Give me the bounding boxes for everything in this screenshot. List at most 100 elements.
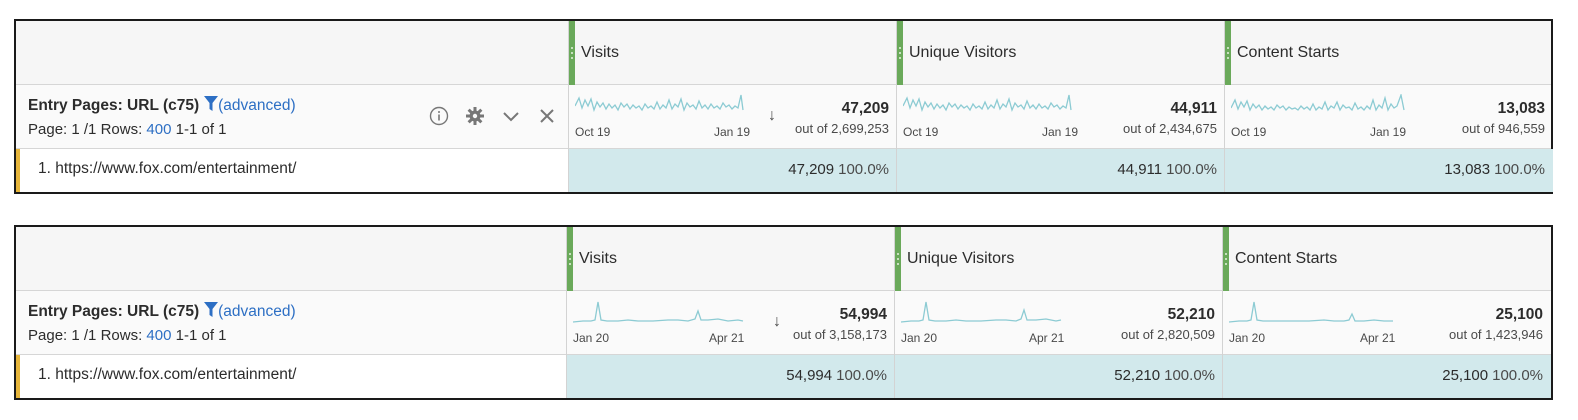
row-label[interactable]: 1. https://www.fox.com/entertainment/ <box>38 366 297 383</box>
metric-total: 44,911 <box>1170 100 1217 117</box>
row-selection-accent <box>16 355 20 398</box>
row-cell-unique-visitors[interactable]: 52,210 100.0% <box>895 355 1223 398</box>
rows-per-page-select[interactable]: 400 <box>146 327 172 344</box>
metric-header-visits[interactable]: Visits <box>569 21 897 85</box>
rows-per-page-select[interactable]: 400 <box>146 121 172 138</box>
sparkline-unique-visitors <box>903 94 1072 113</box>
cell-percent: 100.0% <box>1164 367 1215 384</box>
cell-number: 13,083 <box>1444 161 1491 178</box>
pagination-info: Page: 1 /1 Rows: 400 1-1 of 1 <box>28 121 227 138</box>
cell-percent: 100.0% <box>836 367 887 384</box>
metric-total-out-of: out of 2,820,509 <box>1121 327 1215 342</box>
dimension-name: Entry Pages: URL (c75) <box>28 303 200 320</box>
metric-total-out-of: out of 2,434,675 <box>1123 121 1217 136</box>
sparkline-start-label: Jan 20 <box>1229 331 1266 345</box>
sparkline-end-label: Jan 19 <box>1370 125 1407 139</box>
sparkline-end-label: Apr 21 <box>1360 331 1396 345</box>
sort-descending-icon[interactable]: ↓ <box>773 313 781 330</box>
drag-handle-icon[interactable] <box>897 21 903 85</box>
pagination-info: Page: 1 /1 Rows: 400 1-1 of 1 <box>28 327 227 344</box>
drag-handle-icon[interactable] <box>567 227 573 291</box>
cell-percent: 100.0% <box>1166 161 1217 178</box>
cell-value: 54,994 100.0% <box>786 367 887 384</box>
summary-cell-unique-visitors: Jan 20 Apr 21 52,210 out of 2,820,509 <box>895 291 1223 355</box>
metric-header-visits[interactable]: Visits <box>567 227 895 291</box>
page-label: Page: 1 /1 <box>28 121 97 138</box>
metric-name: Content Starts <box>1237 44 1340 61</box>
row-cell-visits[interactable]: 47,209 100.0% <box>569 149 897 192</box>
sparkline-end-label: Apr 21 <box>709 331 745 345</box>
metric-total-out-of: out of 3,158,173 <box>793 327 887 342</box>
sort-descending-icon[interactable]: ↓ <box>768 107 776 124</box>
metric-total: 52,210 <box>1167 306 1215 323</box>
row-label[interactable]: 1. https://www.fox.com/entertainment/ <box>38 160 297 177</box>
advanced-filter-link[interactable]: (advanced) <box>218 303 296 320</box>
column-divider <box>566 227 567 398</box>
cell-value: 25,100 100.0% <box>1442 367 1543 384</box>
dimension-title[interactable]: Entry Pages: URL (c75) (advanced) <box>28 302 296 321</box>
table-header-row: Visits Unique Visitors Content Starts <box>16 21 1551 85</box>
filter-icon[interactable] <box>204 96 219 111</box>
summary-cell-visits: Oct 19 Jan 19 ↓ 47,209 out of 2,699,253 <box>569 85 897 149</box>
cell-value: 13,083 100.0% <box>1444 161 1545 178</box>
range-label: 1-1 of 1 <box>175 327 227 344</box>
drag-handle-icon[interactable] <box>1225 21 1231 85</box>
cell-number: 25,100 <box>1442 367 1489 384</box>
dimension-title[interactable]: Entry Pages: URL (c75) (advanced) <box>28 96 296 115</box>
advanced-filter-link[interactable]: (advanced) <box>218 97 296 114</box>
sparkline-content-starts <box>1231 94 1405 112</box>
rows-label: Rows: <box>100 327 143 344</box>
sparkline-visits <box>575 94 744 113</box>
sparkline-end-label: Apr 21 <box>1029 331 1065 345</box>
table-row[interactable]: 1. https://www.fox.com/entertainment/ 54… <box>16 355 1551 398</box>
metric-name: Unique Visitors <box>907 250 1015 267</box>
cell-value: 47,209 100.0% <box>788 161 889 178</box>
metric-total-out-of: out of 1,423,946 <box>1449 327 1543 342</box>
drag-handle-icon[interactable] <box>569 21 575 85</box>
summary-row: Entry Pages: URL (c75) (advanced) Page: 1… <box>16 85 1551 149</box>
sparkline-start-label: Jan 20 <box>573 331 610 345</box>
row-cell-unique-visitors[interactable]: 44,911 100.0% <box>897 149 1225 192</box>
cell-value: 52,210 100.0% <box>1114 367 1215 384</box>
rows-label: Rows: <box>100 121 143 138</box>
sparkline-end-label: Jan 19 <box>1042 125 1079 139</box>
metric-total-out-of: out of 2,699,253 <box>795 121 889 136</box>
metric-name: Visits <box>579 250 617 267</box>
range-label: 1-1 of 1 <box>175 121 227 138</box>
freeform-table-2: Visits Unique Visitors Content Starts En… <box>14 225 1553 400</box>
metric-total: 13,083 <box>1497 100 1545 117</box>
table-row[interactable]: 1. https://www.fox.com/entertainment/ 47… <box>16 149 1553 192</box>
metric-total: 25,100 <box>1495 306 1543 323</box>
sparkline-start-label: Oct 19 <box>1231 125 1267 139</box>
dimension-name: Entry Pages: URL (c75) <box>28 97 200 114</box>
cell-percent: 100.0% <box>1492 367 1543 384</box>
summary-cell-content-starts: Oct 19 Jan 19 13,083 out of 946,559 <box>1225 85 1553 149</box>
filter-icon[interactable] <box>204 302 219 317</box>
metric-header-unique-visitors[interactable]: Unique Visitors <box>895 227 1223 291</box>
gear-icon[interactable] <box>464 105 486 127</box>
drag-handle-icon[interactable] <box>895 227 901 291</box>
column-divider <box>896 21 897 192</box>
metric-header-unique-visitors[interactable]: Unique Visitors <box>897 21 1225 85</box>
row-cell-content-starts[interactable]: 25,100 100.0% <box>1223 355 1551 398</box>
metric-header-content-starts[interactable]: Content Starts <box>1223 227 1551 291</box>
column-divider <box>568 21 569 192</box>
metric-header-content-starts[interactable]: Content Starts <box>1225 21 1553 85</box>
close-icon[interactable] <box>536 105 558 127</box>
info-icon[interactable] <box>428 105 450 127</box>
sparkline-unique-visitors <box>901 301 1062 323</box>
row-cell-content-starts[interactable]: 13,083 100.0% <box>1225 149 1553 192</box>
cell-number: 47,209 <box>788 161 835 178</box>
cell-number: 44,911 <box>1117 161 1163 178</box>
cell-number: 54,994 <box>786 367 833 384</box>
cell-number: 52,210 <box>1114 367 1161 384</box>
sparkline-start-label: Oct 19 <box>575 125 611 139</box>
row-cell-visits[interactable]: 54,994 100.0% <box>567 355 895 398</box>
drag-handle-icon[interactable] <box>1223 227 1229 291</box>
sparkline-start-label: Oct 19 <box>903 125 939 139</box>
metric-total: 54,994 <box>839 306 887 323</box>
metric-name: Unique Visitors <box>909 44 1017 61</box>
chevron-down-icon[interactable] <box>500 105 522 127</box>
sparkline-visits <box>573 301 744 323</box>
metric-name: Content Starts <box>1235 250 1338 267</box>
